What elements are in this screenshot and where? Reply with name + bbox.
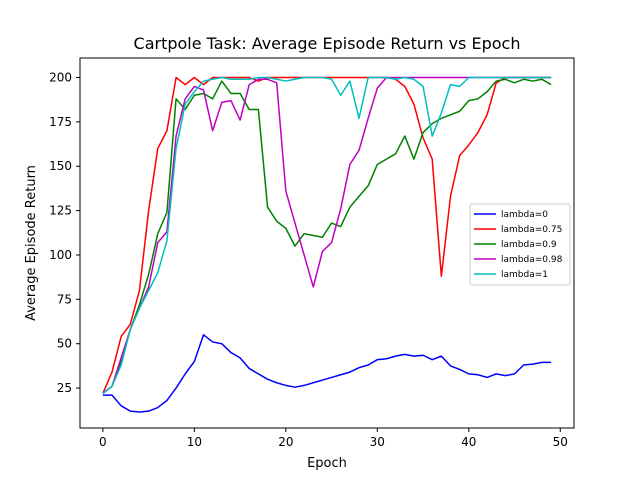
legend-box (469, 203, 571, 286)
series-line-lambda-0-9 (102, 78, 552, 394)
y-tick-label: 150 (49, 159, 72, 173)
y-tick-label: 100 (49, 248, 72, 262)
x-tick-label: 10 (187, 435, 202, 449)
y-axis: 25 50 75 100 125 150 175 200 (49, 71, 80, 395)
plot-frame (79, 57, 575, 429)
y-tick-label: 25 (57, 381, 72, 395)
y-axis-label: Average Episode Return (24, 165, 39, 321)
legend-label: lambda=0.9 (501, 240, 557, 250)
x-tick-label: 20 (278, 435, 293, 449)
chart-title: Cartpole Task: Average Episode Return vs… (134, 34, 521, 53)
y-tick-label: 50 (57, 337, 72, 351)
series-line-lambda-0-75 (102, 76, 552, 394)
y-tick-label: 200 (49, 71, 72, 85)
y-tick-label: 175 (49, 115, 72, 129)
plot-area (102, 76, 552, 413)
legend-label: lambda=0.75 (501, 225, 562, 235)
legend: lambda=0 lambda=0.75 lambda=0.9 lambda=0.98… (469, 203, 571, 286)
x-axis: 0 10 20 30 40 50 (99, 428, 568, 449)
y-tick-label: 75 (57, 292, 72, 306)
legend-label: lambda=1 (501, 270, 548, 280)
legend-label: lambda=0 (501, 210, 548, 220)
x-tick-label: 50 (553, 435, 568, 449)
x-axis-label: Epoch (307, 456, 347, 471)
x-tick-label: 30 (370, 435, 385, 449)
x-tick-label: 0 (99, 435, 107, 449)
y-tick-label: 125 (49, 204, 72, 218)
series-line-lambda-1 (102, 76, 552, 394)
series-line-lambda-0 (102, 334, 552, 413)
x-tick-label: 40 (461, 435, 476, 449)
legend-label: lambda=0.98 (501, 255, 563, 265)
